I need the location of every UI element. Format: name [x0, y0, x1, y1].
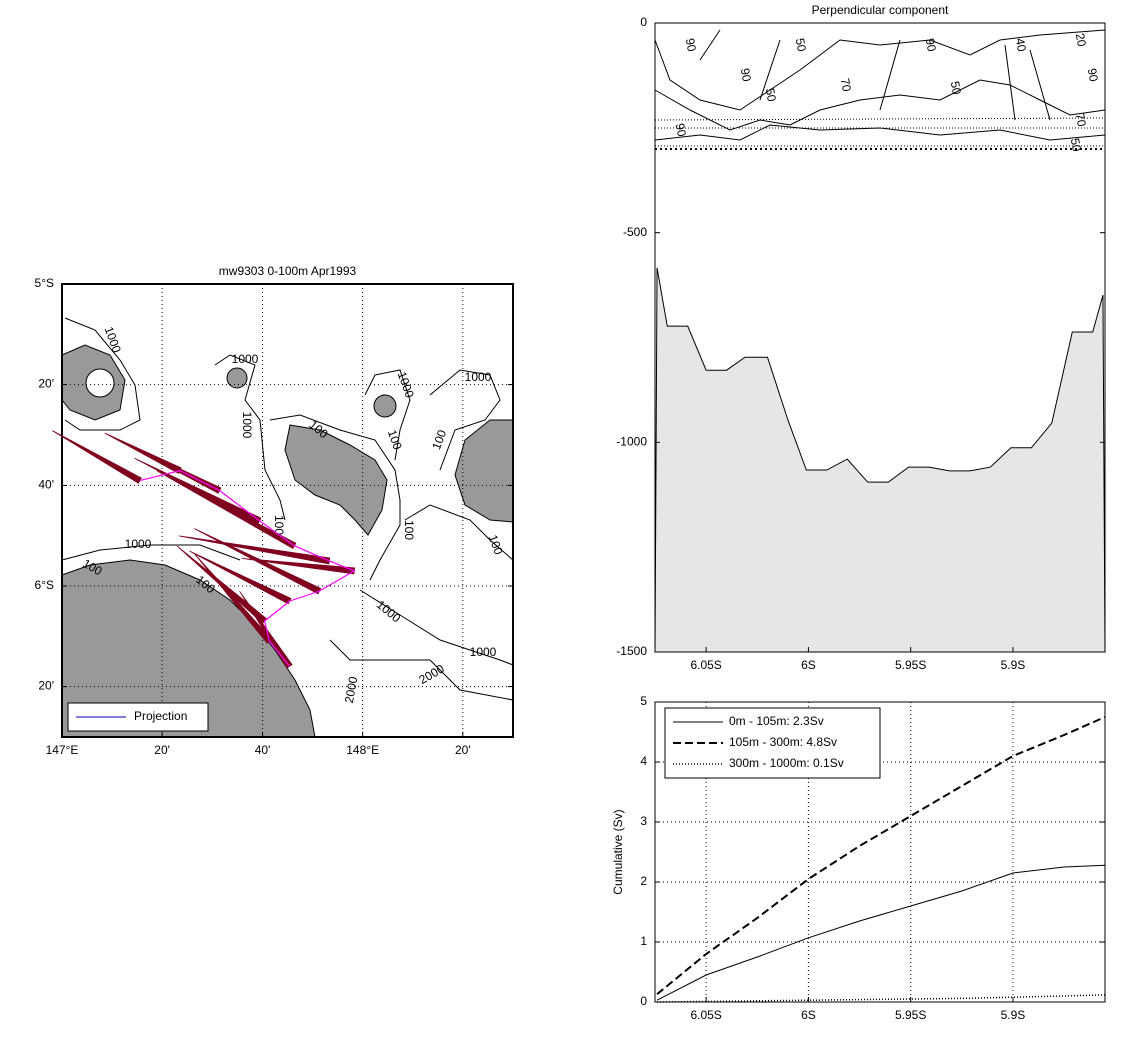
y-tick-label: 20'	[38, 377, 54, 391]
bathymetry	[654, 267, 1106, 653]
y-axis-label: Cumulative (Sv)	[611, 809, 625, 894]
contour-label: 90	[738, 67, 754, 83]
contour	[214, 354, 286, 521]
y-tick-label: 2	[640, 874, 647, 888]
contour-label: 50	[948, 80, 964, 96]
y-tick-label: 3	[640, 814, 647, 828]
section-contours	[654, 29, 1106, 150]
series-line	[656, 864, 1106, 1001]
x-tick-label: 20'	[455, 743, 471, 757]
island	[284, 424, 388, 536]
chart-title: Perpendicular component	[812, 3, 949, 17]
contour-label: 90	[1085, 67, 1101, 83]
x-tick-label: 5.9S	[1001, 658, 1026, 672]
contour	[329, 639, 514, 701]
contour	[269, 414, 401, 581]
x-tick-label: 148°E	[346, 743, 379, 757]
contour	[654, 29, 1106, 111]
x-tick-label: 6.05S	[690, 658, 721, 672]
contour	[404, 504, 514, 561]
contour	[654, 124, 1106, 141]
contour	[654, 117, 1106, 147]
series-line	[657, 994, 1106, 1003]
y-tick-label: 0	[640, 15, 647, 29]
x-tick-label: 6.05S	[690, 1008, 721, 1022]
contour-label: 1000	[232, 352, 259, 366]
x-tick-label: 147°E	[46, 743, 79, 757]
plot-frame	[61, 283, 514, 738]
contour-label: 90	[673, 122, 689, 138]
legend-label: 0m - 105m: 2.3Sv	[729, 714, 824, 728]
contour-label: 90	[923, 37, 939, 53]
x-tick-label: 5.9S	[1001, 1008, 1026, 1022]
contour-label: 1000	[125, 537, 152, 551]
y-tick-label: 40'	[38, 478, 54, 492]
contour-label: 90	[683, 37, 699, 53]
y-tick-label: -1000	[616, 435, 647, 449]
x-tick-label: 6S	[801, 658, 816, 672]
contour-label: 1000	[470, 645, 497, 659]
contour	[364, 369, 411, 461]
contour	[64, 317, 141, 431]
contour	[359, 589, 514, 666]
contour-label: 1000	[240, 412, 254, 439]
contour-label: 40	[1013, 37, 1029, 53]
contour-label: 50	[1068, 137, 1084, 153]
y-tick-label: 20'	[38, 679, 54, 693]
island	[454, 419, 514, 523]
x-tick-label: 6S	[801, 1008, 816, 1022]
y-tick-label: 0	[640, 994, 647, 1008]
track-line	[139, 470, 356, 667]
contour-label: 100	[402, 520, 416, 540]
contour	[699, 29, 1051, 121]
legend-label: Projection	[134, 709, 187, 723]
y-tick-label: 6°S	[35, 578, 54, 592]
contour	[61, 544, 241, 561]
x-tick-label: 40'	[255, 743, 271, 757]
contour-label: 70	[838, 77, 854, 93]
legend-label: 300m - 1000m: 0.1Sv	[729, 756, 844, 770]
y-tick-label: -1500	[616, 644, 647, 658]
contour-label: 100	[272, 515, 286, 535]
island	[373, 394, 397, 418]
contour-label: 1000	[465, 370, 492, 384]
y-tick-label: 4	[640, 754, 647, 768]
contour-label: 100	[385, 428, 405, 452]
contour-label: 50	[763, 87, 779, 103]
x-tick-label: 5.95S	[895, 658, 926, 672]
y-tick-label: 5	[640, 694, 647, 708]
legend-label: 105m - 300m: 4.8Sv	[729, 735, 837, 749]
contour-label: 20	[1073, 32, 1089, 48]
contour-label: 50	[793, 37, 809, 53]
contour-label: 100	[486, 533, 506, 557]
plot-frame	[654, 22, 1106, 653]
contour-label: 100	[429, 428, 449, 452]
series-line	[656, 716, 1106, 995]
y-tick-label: -500	[623, 225, 647, 239]
y-tick-label: 5°S	[35, 276, 54, 290]
x-tick-label: 20'	[154, 743, 170, 757]
lake	[85, 368, 115, 398]
y-tick-label: 1	[640, 934, 647, 948]
island	[226, 367, 248, 389]
contour	[429, 369, 501, 471]
chart-title: mw9303 0-100m Apr1993	[219, 264, 357, 278]
contour-label: 2000	[342, 675, 360, 704]
x-tick-label: 5.95S	[895, 1008, 926, 1022]
contour	[654, 79, 1106, 131]
contour-label: 70	[1073, 112, 1089, 128]
map-contours	[61, 317, 514, 701]
